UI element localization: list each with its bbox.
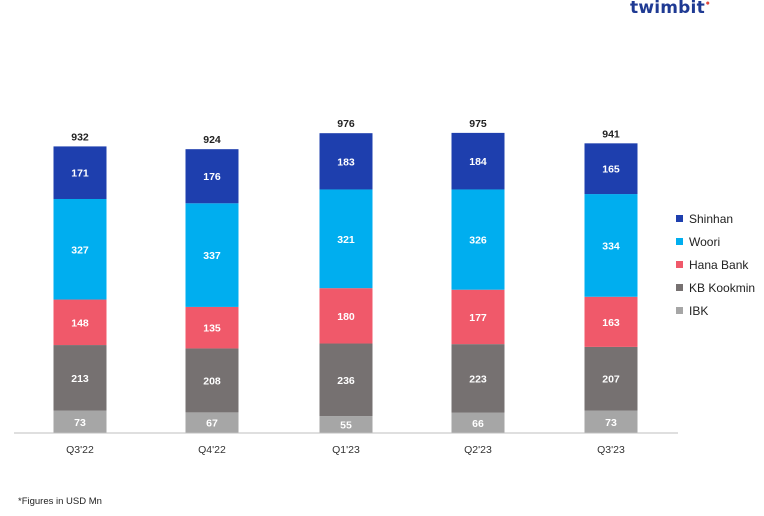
legend-item-kb-kookmin: KB Kookmin bbox=[676, 276, 755, 299]
bar-kb-kookmin-q1-23 bbox=[319, 343, 373, 417]
bar-hana-bank-q1-23 bbox=[319, 288, 373, 344]
data-label-woori-q1-23: 321 bbox=[337, 234, 355, 246]
legend-item-ibk: IBK bbox=[676, 299, 755, 322]
legend-swatch-shinhan bbox=[676, 215, 683, 222]
legend-item-shinhan: Shinhan bbox=[676, 207, 755, 230]
bar-shinhan-q1-23 bbox=[319, 133, 373, 190]
bar-shinhan-q3-22 bbox=[53, 146, 107, 199]
data-label-shinhan-q4-22: 176 bbox=[203, 171, 221, 183]
legend-label-ibk: IBK bbox=[689, 303, 709, 318]
bar-kb-kookmin-q3-23 bbox=[584, 346, 638, 411]
bar-ibk-q3-23 bbox=[584, 410, 638, 433]
legend-swatch-kb-kookmin bbox=[676, 284, 683, 291]
legend-item-hana-bank: Hana Bank bbox=[676, 253, 755, 276]
legend-label-kb-kookmin: KB Kookmin bbox=[689, 280, 756, 295]
bar-kb-kookmin-q3-22 bbox=[53, 345, 107, 411]
legend-swatch-hana-bank bbox=[676, 261, 683, 268]
footnote: *Figures in USD Mn bbox=[18, 496, 102, 507]
bar-kb-kookmin-q2-23 bbox=[451, 344, 505, 413]
bar-woori-q3-23 bbox=[584, 194, 638, 297]
data-label-hana-bank-q4-22: 135 bbox=[203, 323, 221, 335]
data-label-ibk-q1-23: 55 bbox=[340, 420, 352, 432]
bar-ibk-q4-22 bbox=[185, 412, 239, 433]
bar-kb-kookmin-q4-22 bbox=[185, 348, 239, 413]
chart-legend: Shinhan Woori Hana Bank KB Kookmin IBK bbox=[676, 207, 755, 322]
total-label-q3-22: 932 bbox=[71, 131, 89, 143]
bar-woori-q1-23 bbox=[319, 189, 373, 289]
x-tick-label-q1-23: Q1'23 bbox=[332, 444, 360, 456]
bar-hana-bank-q4-22 bbox=[185, 306, 239, 349]
data-label-ibk-q3-23: 73 bbox=[605, 417, 617, 429]
legend-swatch-woori bbox=[676, 238, 683, 245]
data-label-woori-q3-23: 334 bbox=[602, 240, 620, 252]
data-label-shinhan-q1-23: 183 bbox=[337, 156, 355, 168]
twimbit-logo: twimbit• bbox=[630, 0, 711, 18]
bar-ibk-q2-23 bbox=[451, 412, 505, 433]
bar-shinhan-q4-22 bbox=[185, 149, 239, 204]
data-label-hana-bank-q1-23: 180 bbox=[337, 311, 355, 323]
legend-swatch-ibk bbox=[676, 307, 683, 314]
data-label-kb-kookmin-q3-23: 207 bbox=[602, 374, 620, 386]
x-tick-label-q2-23: Q2'23 bbox=[464, 444, 492, 456]
data-label-ibk-q4-22: 67 bbox=[206, 418, 218, 430]
total-label-q1-23: 976 bbox=[337, 118, 355, 130]
x-tick-label-q3-22: Q3'22 bbox=[66, 444, 94, 456]
total-label-q4-22: 924 bbox=[203, 134, 221, 146]
x-tick-label-q4-22: Q4'22 bbox=[198, 444, 226, 456]
bar-woori-q2-23 bbox=[451, 189, 505, 290]
data-label-ibk-q3-22: 73 bbox=[74, 417, 86, 429]
x-tick-label-q3-23: Q3'23 bbox=[597, 444, 625, 456]
data-label-shinhan-q2-23: 184 bbox=[469, 156, 487, 168]
total-label-q2-23: 975 bbox=[469, 118, 487, 130]
bar-ibk-q3-22 bbox=[53, 410, 107, 433]
x-tick-labels: Q3'22 Q4'22 Q1'23 Q2'23 Q3'23 bbox=[66, 444, 625, 456]
data-label-hana-bank-q2-23: 177 bbox=[469, 312, 487, 324]
legend-item-woori: Woori bbox=[676, 230, 755, 253]
bar-woori-q3-22 bbox=[53, 198, 107, 300]
data-label-kb-kookmin-q3-22: 213 bbox=[71, 373, 89, 385]
bar-shinhan-q3-23 bbox=[584, 143, 638, 195]
brand-dot: • bbox=[704, 0, 711, 10]
data-label-shinhan-q3-23: 165 bbox=[602, 164, 620, 176]
data-label-kb-kookmin-q1-23: 236 bbox=[337, 375, 355, 387]
bar-hana-bank-q3-23 bbox=[584, 296, 638, 347]
data-label-hana-bank-q3-23: 163 bbox=[602, 317, 620, 329]
data-label-woori-q2-23: 326 bbox=[469, 235, 487, 247]
brand-name: twimbit bbox=[630, 0, 705, 18]
data-label-kb-kookmin-q2-23: 223 bbox=[469, 373, 487, 385]
bar-woori-q4-22 bbox=[185, 203, 239, 307]
bar-shinhan-q2-23 bbox=[451, 132, 505, 190]
bar-ibk-q1-23 bbox=[319, 416, 373, 433]
data-label-kb-kookmin-q4-22: 208 bbox=[203, 375, 221, 387]
legend-label-woori: Woori bbox=[689, 234, 721, 249]
data-label-hana-bank-q3-22: 148 bbox=[71, 317, 89, 329]
bar-hana-bank-q3-22 bbox=[53, 299, 107, 346]
total-label-q3-23: 941 bbox=[602, 129, 620, 141]
legend-label-shinhan: Shinhan bbox=[689, 211, 734, 226]
legend-label-hana-bank: Hana Bank bbox=[689, 257, 749, 272]
bars-group: 73 213 148 327 171 932 67 208 135 337 176 924 55 236 1… bbox=[53, 118, 638, 433]
data-label-woori-q4-22: 337 bbox=[203, 250, 221, 262]
data-label-woori-q3-22: 327 bbox=[71, 244, 89, 256]
data-label-shinhan-q3-22: 171 bbox=[71, 168, 89, 180]
bar-hana-bank-q2-23 bbox=[451, 289, 505, 345]
data-label-ibk-q2-23: 66 bbox=[472, 418, 484, 430]
